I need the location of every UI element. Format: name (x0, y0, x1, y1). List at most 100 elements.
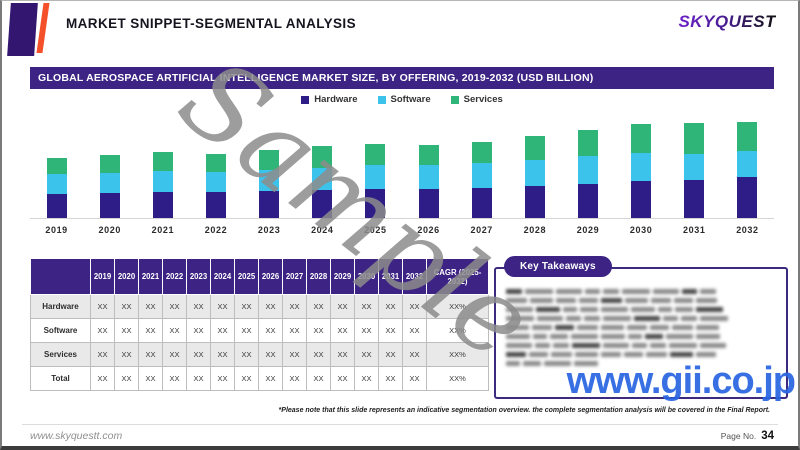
redacted-word (666, 334, 693, 339)
table-cell: XX (186, 318, 211, 343)
x-tick-2028: 2028 (523, 225, 547, 235)
table-cell: XX (258, 342, 283, 367)
chart-legend: Hardware Software Services (2, 94, 798, 105)
table-cell: XX (234, 342, 259, 367)
table-cell: XX (210, 318, 235, 343)
table-header-2021: 2021 (138, 258, 163, 295)
bar-2025 (365, 144, 386, 218)
bar-segment-services-2022 (205, 154, 226, 173)
table-cell: XX (114, 342, 139, 367)
bar-segment-software-2026 (418, 165, 439, 189)
table-cell-cagr: XX% (426, 342, 489, 367)
redacted-word (674, 298, 693, 303)
redacted-word (700, 343, 726, 348)
redacted-word (669, 343, 697, 348)
redacted-word (563, 307, 577, 312)
table-header-CAGR (2025-2032): CAGR (2025-2032) (426, 258, 489, 295)
row-label: Services (30, 342, 91, 367)
table-cell: XX (330, 318, 355, 343)
table-header-2020: 2020 (114, 258, 139, 295)
redacted-word (579, 298, 598, 303)
bar-column-2030 (615, 107, 668, 218)
table-header-2031: 2031 (378, 258, 403, 295)
row-label: Software (30, 318, 91, 343)
redacted-word (700, 316, 728, 321)
skyquest-logo: SKYQUEST (678, 12, 776, 31)
redacted-word (624, 352, 643, 357)
redacted-word (628, 334, 642, 339)
redacted-word (577, 325, 598, 330)
bar-segment-hardware-2029 (577, 184, 598, 218)
bar-segment-services-2027 (471, 141, 492, 164)
redacted-word (653, 289, 679, 294)
redacted-word (601, 334, 625, 339)
redacted-word (634, 316, 660, 321)
table-cell: XX (282, 366, 307, 391)
redacted-word (696, 325, 719, 330)
key-takeaways-box: Key Takeaways (494, 256, 788, 399)
page-title: MARKET SNIPPET-SEGMENTAL ANALYSIS (66, 16, 356, 31)
redacted-word (645, 334, 663, 339)
redacted-line (506, 325, 776, 330)
table-cell: XX (234, 318, 259, 343)
x-tick-2026: 2026 (417, 225, 440, 235)
table-cell: XX (162, 366, 187, 391)
redacted-word (544, 361, 571, 366)
legend-item-services: Services (450, 94, 503, 105)
bar-column-2027 (455, 107, 508, 218)
table-cell: XX (282, 294, 307, 319)
redacted-word (622, 289, 650, 294)
table-cell: XX (90, 294, 115, 319)
redacted-word (696, 352, 716, 357)
table-cell: XX (210, 366, 235, 391)
bar-segment-software-2030 (631, 153, 652, 182)
bar-segment-services-2025 (365, 144, 386, 166)
bar-2026 (418, 145, 439, 218)
table-header-2027: 2027 (282, 258, 307, 295)
table-cell-cagr: XX% (426, 366, 489, 391)
redacted-word (650, 325, 669, 330)
redacted-word (696, 334, 720, 339)
bar-column-2032 (721, 107, 774, 218)
x-tick-2030: 2030 (629, 225, 653, 235)
row-label: Hardware (30, 294, 91, 319)
table-cell: XX (162, 318, 187, 343)
bar-column-2025 (349, 107, 402, 218)
footer-website: www.skyquestt.com (30, 430, 123, 442)
redacted-word (506, 352, 526, 357)
table-cell: XX (138, 318, 163, 343)
bar-column-2029 (561, 107, 614, 218)
footnote: *Please note that this slide represents … (278, 407, 770, 414)
table-cell: XX (306, 342, 331, 367)
table-cell: XX (354, 294, 379, 319)
table-header-2025: 2025 (234, 258, 259, 295)
bar-segment-services-2023 (259, 149, 280, 170)
table-header-2029: 2029 (330, 258, 355, 295)
bar-2030 (631, 123, 652, 218)
bar-2032 (737, 121, 758, 218)
table-cell: XX (402, 294, 427, 319)
redacted-word (601, 307, 628, 312)
table-cell-cagr: XX% (426, 318, 489, 343)
redacted-word (696, 307, 723, 312)
redacted-word (506, 289, 522, 294)
redacted-word (575, 352, 598, 357)
x-tick-2027: 2027 (470, 225, 493, 235)
redacted-word (506, 334, 530, 339)
x-tick-2024: 2024 (311, 225, 334, 235)
table-cell: XX (282, 318, 307, 343)
table-cell: XX (306, 294, 331, 319)
bar-segment-services-2031 (684, 122, 705, 155)
table-cell: XX (138, 342, 163, 367)
redacted-word (530, 298, 553, 303)
table-header-2022: 2022 (162, 258, 187, 295)
table-header-2032: 2032 (402, 258, 427, 295)
footer-divider (22, 424, 778, 425)
redacted-line (506, 298, 776, 303)
page-number: Page No. 34 (721, 430, 774, 442)
bar-column-2021 (136, 107, 189, 218)
table-cell: XX (354, 366, 379, 391)
x-tick-2021: 2021 (151, 225, 175, 235)
table-row-hardware: Hardware XX XX XX XX XX XX XX XX XX XX XX XX XX XX XX% (30, 294, 489, 319)
bar-2022 (205, 154, 226, 218)
